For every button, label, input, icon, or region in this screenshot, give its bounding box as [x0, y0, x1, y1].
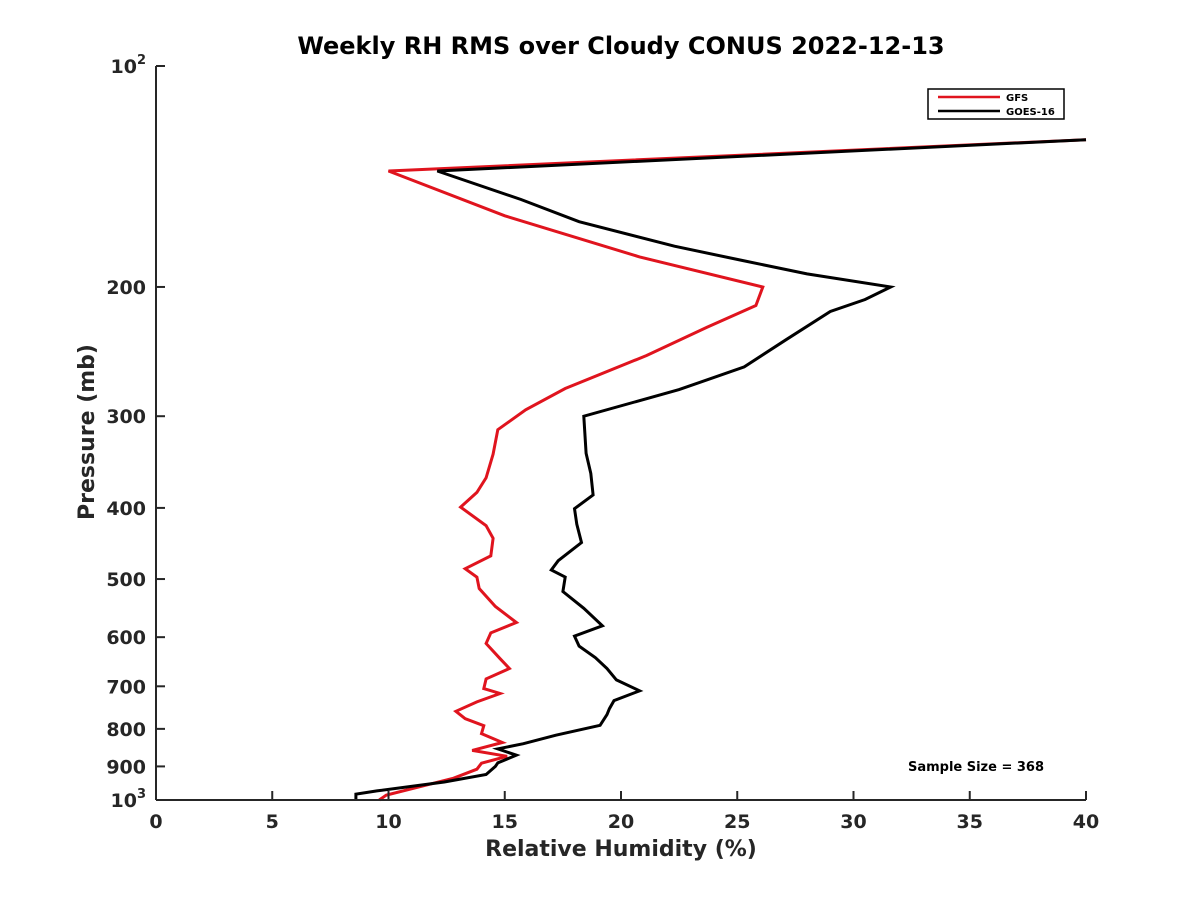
y-tick-label: 200 — [106, 277, 146, 299]
y-tick-label: 400 — [106, 498, 146, 520]
x-tick-label: 20 — [608, 811, 634, 833]
legend-box — [927, 88, 1065, 120]
y-tick-label: 300 — [106, 406, 146, 428]
x-tick-label: 25 — [724, 811, 750, 833]
x-tick-label: 5 — [266, 811, 279, 833]
y-tick-label: 102 — [111, 53, 147, 78]
x-tick-label: 0 — [149, 811, 162, 833]
sample-size-annotation: Sample Size = 368 — [908, 760, 1044, 775]
y-axis-label: Pressure (mb) — [75, 344, 100, 520]
y-tick-label: 600 — [106, 627, 146, 649]
y-tick-label: 500 — [106, 569, 146, 591]
legend-label-goes16: GOES-16 — [1006, 107, 1055, 118]
x-tick-label: 15 — [492, 811, 518, 833]
series-line-0 — [378, 138, 1087, 802]
legend-label-gfs: GFS — [1006, 93, 1028, 104]
y-ticks: 102 200 300 400 500 600 700 800 900 103 — [106, 53, 165, 812]
x-tick-label: 35 — [957, 811, 983, 833]
x-ticks: 0 5 10 15 20 25 30 35 40 — [149, 791, 1099, 833]
y-tick-label: 900 — [106, 756, 146, 778]
x-axis-label: Relative Humidity (%) — [485, 837, 757, 862]
x-tick-label: 40 — [1073, 811, 1099, 833]
y-tick-label: 700 — [106, 676, 146, 698]
y-tick-label: 800 — [106, 719, 146, 741]
chart-title: Weekly RH RMS over Cloudy CONUS 2022-12-… — [297, 32, 944, 60]
x-tick-label: 10 — [375, 811, 401, 833]
y-tick-label: 103 — [111, 787, 147, 812]
legend: GFS GOES-16 — [927, 88, 1065, 120]
x-tick-label: 30 — [840, 811, 866, 833]
series-line-1 — [354, 138, 1087, 800]
series-layer — [354, 138, 1087, 802]
